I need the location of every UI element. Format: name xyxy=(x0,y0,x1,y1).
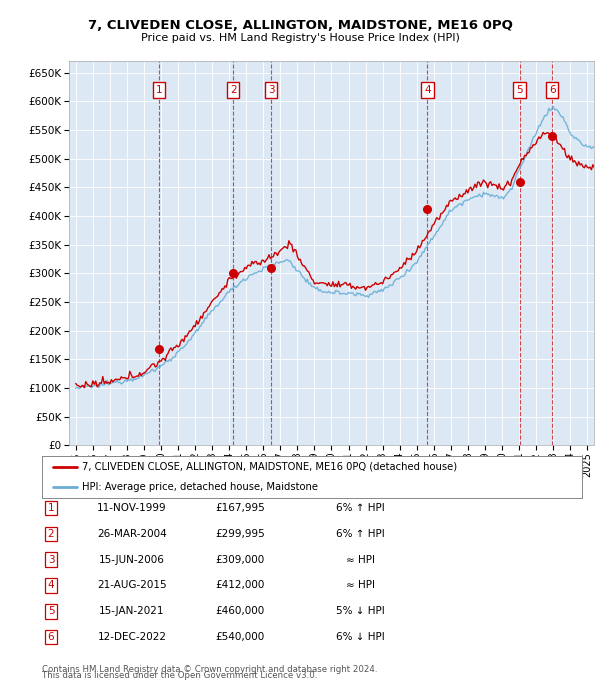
Text: This data is licensed under the Open Government Licence v3.0.: This data is licensed under the Open Gov… xyxy=(42,671,317,680)
Text: 6% ↑ HPI: 6% ↑ HPI xyxy=(335,503,385,513)
Text: £540,000: £540,000 xyxy=(215,632,265,642)
Text: 6% ↓ HPI: 6% ↓ HPI xyxy=(335,632,385,642)
Text: £460,000: £460,000 xyxy=(215,607,265,616)
Text: 2: 2 xyxy=(47,529,55,539)
Text: 5: 5 xyxy=(47,607,55,616)
Text: £412,000: £412,000 xyxy=(215,581,265,590)
Text: 5% ↓ HPI: 5% ↓ HPI xyxy=(335,607,385,616)
Text: 1: 1 xyxy=(47,503,55,513)
Text: 1: 1 xyxy=(155,85,162,95)
Text: 3: 3 xyxy=(47,555,55,564)
Text: Contains HM Land Registry data © Crown copyright and database right 2024.: Contains HM Land Registry data © Crown c… xyxy=(42,664,377,674)
Text: 6% ↑ HPI: 6% ↑ HPI xyxy=(335,529,385,539)
Text: 11-NOV-1999: 11-NOV-1999 xyxy=(97,503,167,513)
Text: 4: 4 xyxy=(424,85,431,95)
Text: 15-JAN-2021: 15-JAN-2021 xyxy=(99,607,165,616)
Text: 7, CLIVEDEN CLOSE, ALLINGTON, MAIDSTONE, ME16 0PQ: 7, CLIVEDEN CLOSE, ALLINGTON, MAIDSTONE,… xyxy=(88,19,512,33)
Text: 12-DEC-2022: 12-DEC-2022 xyxy=(97,632,167,642)
Text: 2: 2 xyxy=(230,85,236,95)
Text: HPI: Average price, detached house, Maidstone: HPI: Average price, detached house, Maid… xyxy=(83,482,319,492)
Text: 5: 5 xyxy=(517,85,523,95)
Text: £309,000: £309,000 xyxy=(215,555,265,564)
Text: 7, CLIVEDEN CLOSE, ALLINGTON, MAIDSTONE, ME16 0PQ (detached house): 7, CLIVEDEN CLOSE, ALLINGTON, MAIDSTONE,… xyxy=(83,462,458,471)
Text: £299,995: £299,995 xyxy=(215,529,265,539)
Text: 26-MAR-2004: 26-MAR-2004 xyxy=(97,529,167,539)
Text: £167,995: £167,995 xyxy=(215,503,265,513)
Text: 15-JUN-2006: 15-JUN-2006 xyxy=(99,555,165,564)
Text: 4: 4 xyxy=(47,581,55,590)
Text: 6: 6 xyxy=(549,85,556,95)
Text: ≈ HPI: ≈ HPI xyxy=(346,555,374,564)
Text: 21-AUG-2015: 21-AUG-2015 xyxy=(97,581,167,590)
Text: 3: 3 xyxy=(268,85,274,95)
Text: 6: 6 xyxy=(47,632,55,642)
Text: Price paid vs. HM Land Registry's House Price Index (HPI): Price paid vs. HM Land Registry's House … xyxy=(140,33,460,43)
Text: ≈ HPI: ≈ HPI xyxy=(346,581,374,590)
